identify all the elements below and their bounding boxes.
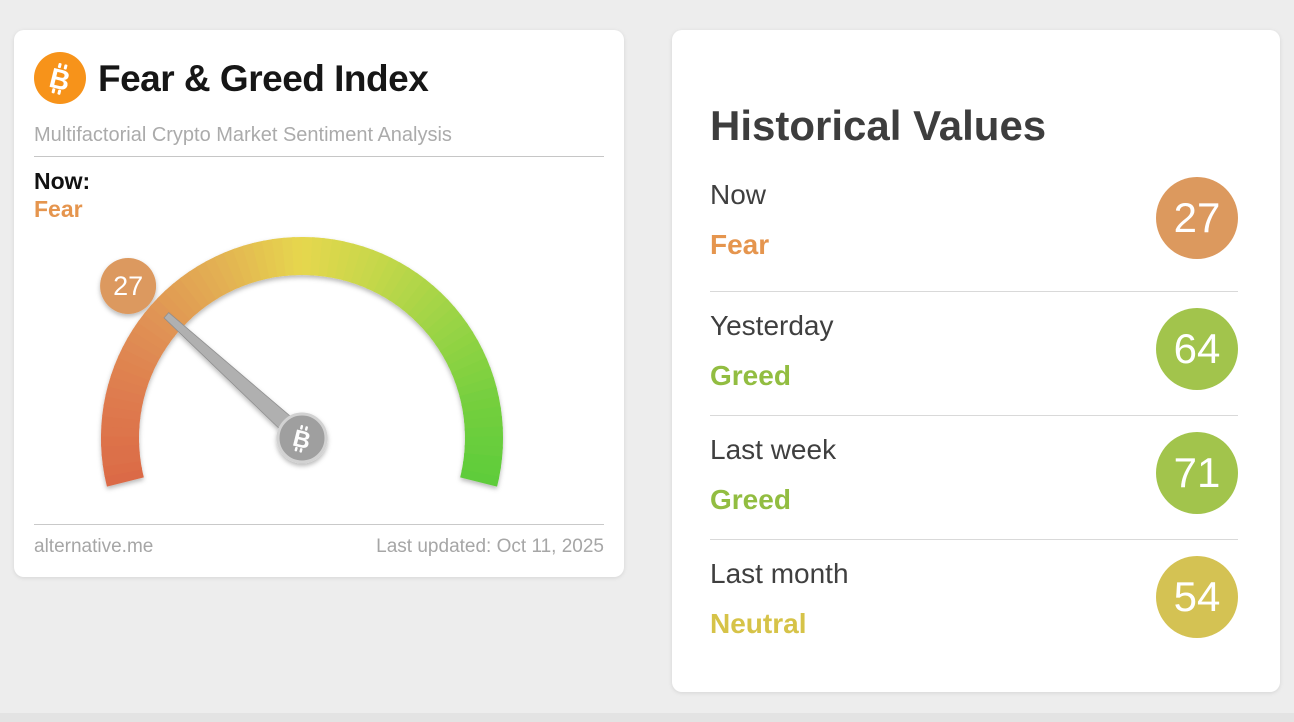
- historical-row-yesterday: Yesterday Greed 64: [710, 291, 1238, 421]
- value-badge: 64: [1156, 308, 1238, 390]
- sentiment-label: Greed: [710, 484, 791, 515]
- page-edge: [0, 713, 1294, 722]
- historical-row-last-month: Last month Neutral 54: [710, 539, 1238, 669]
- now-label: Now:: [34, 168, 91, 194]
- historical-row-now: Now Fear 27: [710, 161, 1238, 291]
- historical-row-last-week: Last week Greed 71: [710, 415, 1238, 545]
- value-badge: 71: [1156, 432, 1238, 514]
- now-sentiment-value: Fear: [34, 196, 83, 222]
- fear-greed-gauge-chart: B27: [100, 237, 503, 487]
- svg-text:27: 27: [113, 271, 143, 301]
- bitcoin-icon: B: [34, 52, 86, 104]
- sentiment-label: Fear: [710, 229, 770, 260]
- period-label: Yesterday: [710, 310, 834, 341]
- sentiment-label: Neutral: [710, 608, 807, 639]
- divider: [34, 524, 604, 525]
- page-subtitle: Multifactorial Crypto Market Sentiment A…: [34, 124, 452, 146]
- fear-greed-card: B Fear & Greed Index Multifactorial Cryp…: [14, 30, 624, 577]
- source-link[interactable]: alternative.me: [34, 536, 154, 557]
- value-badge: 54: [1156, 556, 1238, 638]
- historical-values-title: Historical Values: [710, 102, 1047, 149]
- period-label: Now: [710, 179, 767, 210]
- period-label: Last month: [710, 558, 849, 589]
- period-label: Last week: [710, 434, 837, 465]
- last-updated-label: Last updated: Oct 11, 2025: [376, 536, 604, 557]
- divider: [34, 156, 604, 157]
- sentiment-label: Greed: [710, 360, 791, 391]
- historical-values-card: Historical Values Now Fear 27 Yesterday …: [672, 30, 1280, 692]
- page-title: Fear & Greed Index: [98, 58, 429, 99]
- value-badge: 27: [1156, 177, 1238, 259]
